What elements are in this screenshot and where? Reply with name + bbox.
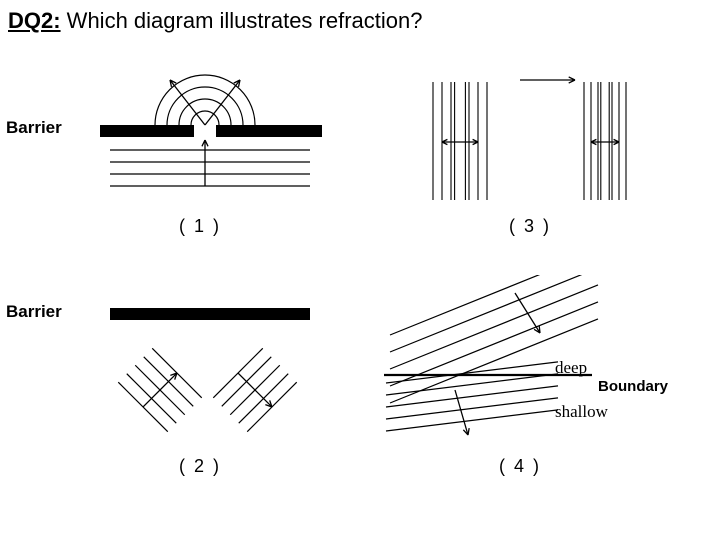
barrier-label-1: Barrier — [6, 118, 62, 138]
diagram-3-caption: ( 3 ) — [380, 216, 680, 237]
diagram-3: ( 3 ) — [380, 70, 680, 237]
diagram-4: ( 4 ) — [380, 275, 660, 477]
diagram-3-svg — [380, 70, 680, 210]
diagram-4-caption: ( 4 ) — [380, 456, 660, 477]
diagram-2-svg — [70, 290, 330, 450]
diagram-1-svg — [70, 70, 330, 210]
question-text: DQ2: Which diagram illustrates refractio… — [8, 8, 422, 34]
question-body: Which diagram illustrates refraction? — [61, 8, 423, 33]
diagram-1-caption: ( 1 ) — [70, 216, 330, 237]
barrier-label-2: Barrier — [6, 302, 62, 322]
diagram-4-svg — [380, 275, 660, 450]
diagram-2: ( 2 ) — [70, 290, 330, 477]
diagram-2-caption: ( 2 ) — [70, 456, 330, 477]
question-prefix: DQ2: — [8, 8, 61, 33]
diagram-1: ( 1 ) — [70, 70, 330, 237]
